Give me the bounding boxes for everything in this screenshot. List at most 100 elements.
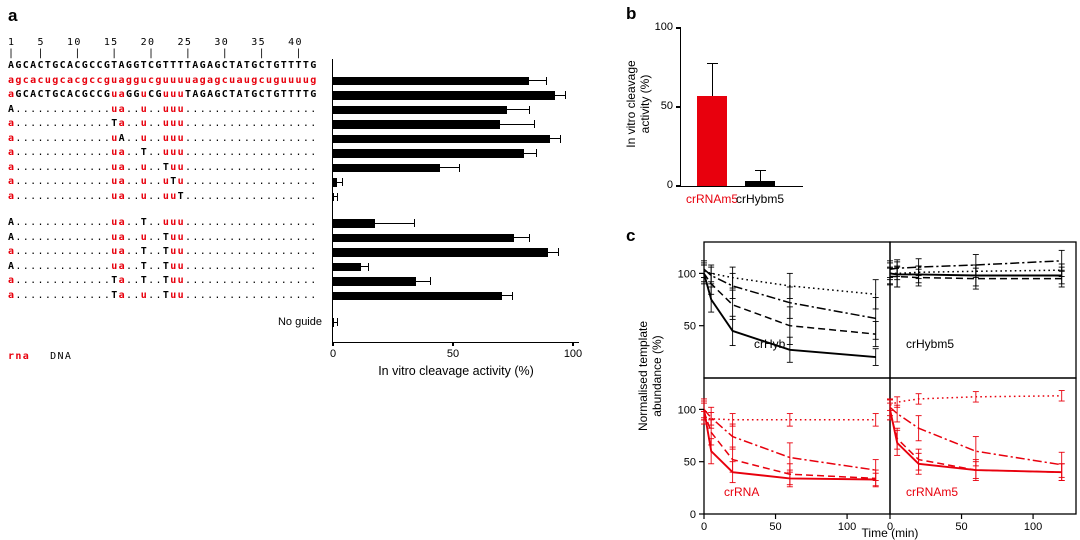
subplot-label: crHyb — [754, 337, 786, 351]
cleavage-activity-bar — [332, 262, 361, 271]
no-guide-row: No guide — [8, 315, 612, 330]
cleavage-activity-bar — [332, 134, 551, 143]
rna-bases: a — [8, 275, 16, 286]
sequence-row: aGCACTGCACGCCGuaGGuCGuuuTAGAGCTATGCTGTTT… — [8, 88, 612, 103]
x-tick-label: 100 — [563, 348, 583, 360]
rna-bases: uu — [170, 231, 185, 243]
bar-track — [332, 146, 612, 161]
rna-bases: ua — [111, 89, 126, 100]
rna-bases: a — [118, 275, 126, 286]
identity-dots: .. — [148, 132, 163, 144]
rna-bases: a — [8, 289, 16, 301]
panel-a-x-axis-label: In vitro cleavage activity (%) — [378, 364, 534, 378]
bar-crHybm5 — [745, 181, 775, 186]
rna-bases: a — [8, 190, 16, 202]
bar-track — [332, 74, 612, 89]
identity-dots: .. — [125, 217, 141, 228]
dna-bases: T — [140, 246, 149, 257]
guide-sequence: A.............ua..u..uuu................… — [8, 103, 332, 118]
rna-bases: uu — [170, 246, 185, 257]
identity-dots: .. — [125, 147, 141, 158]
cleavage-activity-bar — [332, 291, 503, 300]
error-bar — [332, 321, 337, 323]
identity-dots: ............. — [15, 118, 112, 129]
panel-a: a 1 5 10 15 20 25 30 35 40 | | | | | | |… — [8, 6, 612, 436]
sequence-row: A.............ua..u..uuu................… — [8, 103, 612, 118]
bar-track — [332, 132, 612, 147]
guide-sequence: AGCACTGCACGCCGTAGGTCGTTTTAGAGCTATGCTGTTT… — [8, 59, 332, 74]
identity-dots: ............. — [15, 161, 112, 173]
x-tick — [452, 342, 454, 346]
error-bar-cap — [528, 233, 530, 242]
panel-c-y-axis-label: Normalised template abundance (%) — [636, 320, 664, 432]
rna-bases: uu — [170, 275, 185, 286]
error-bar — [711, 62, 713, 96]
dna-bases: CG — [148, 89, 163, 100]
identity-dots: ............. — [15, 231, 112, 243]
sequence-row: A.............ua..T..uuu................… — [8, 216, 612, 231]
identity-dots: ............. — [15, 176, 112, 187]
identity-dots: .. — [125, 103, 141, 115]
series-dashdot — [889, 406, 1062, 466]
series-dotted — [889, 395, 1062, 406]
x-tick-label: 50 — [446, 348, 460, 360]
identity-dots: .................. — [184, 161, 318, 173]
guide-sequence: a.............Ta..u..uuu................… — [8, 117, 332, 132]
sequence-row: a.............Ta..T..Tuu................… — [8, 274, 612, 289]
series-dotted — [703, 270, 876, 296]
identity-dots: .. — [125, 161, 141, 173]
identity-dots: ............. — [15, 260, 112, 272]
dna-bases: T — [111, 289, 119, 301]
error-bar — [492, 295, 512, 297]
bar-label-crHybm5: crHybm5 — [735, 192, 784, 206]
error-bar-cap — [512, 291, 513, 300]
identity-dots: .. — [148, 147, 163, 158]
legend-dna: DNA — [50, 351, 73, 362]
error-bar-cap — [430, 277, 432, 286]
identity-dots: .................. — [184, 260, 318, 272]
rna-bases: u — [140, 132, 149, 144]
bar-track — [332, 161, 612, 176]
rna-bases: uu — [162, 190, 178, 202]
dna-bases: TAGAGCTATGCTGTTTTG — [184, 89, 318, 100]
error-bar-cap — [754, 170, 766, 172]
guide-sequence: a.............Ta..u..Tuu................… — [8, 289, 332, 304]
rna-bases: agcacugcacgccguaggucguuuuagagcuaugcuguuu… — [8, 74, 318, 86]
rna-bases: ua — [111, 246, 126, 257]
rna-bases: u — [140, 89, 149, 100]
x-tick-label: 50 — [955, 521, 967, 533]
error-bar-cap — [528, 105, 530, 114]
series-dashed — [703, 272, 876, 335]
dna-bases: T — [140, 260, 149, 272]
identity-dots: .. — [125, 132, 141, 144]
identity-dots: ............. — [15, 103, 112, 115]
bar-track — [332, 103, 612, 118]
bar-track — [332, 117, 612, 132]
error-bar — [538, 251, 558, 253]
series-dashdot — [703, 408, 876, 471]
rna-bases: a — [8, 161, 16, 173]
identity-dots: .. — [125, 176, 141, 187]
guide-sequence: A.............ua..T..uuu................… — [8, 216, 332, 231]
sequence-row: a.............uA..u..uuu................… — [8, 132, 612, 147]
dna-bases: T — [162, 289, 171, 301]
identity-dots: .................. — [184, 176, 318, 187]
dna-bases: A — [118, 132, 126, 144]
y-tick-label: 0 — [690, 509, 696, 521]
error-bar-cap — [533, 120, 535, 129]
dna-bases: T — [140, 147, 149, 158]
x-tick-label: 50 — [769, 521, 781, 533]
error-bar — [540, 138, 560, 140]
x-tick-label: 0 — [887, 521, 893, 533]
subplot-frame — [889, 377, 1077, 515]
sequence-legend: rna DNA — [8, 346, 72, 364]
rna-bases: u — [140, 190, 149, 202]
rna-bases: ua — [111, 161, 126, 173]
sequence-rows: AGCACTGCACGCCGTAGGTCGTTTTAGAGCTATGCTGTTT… — [8, 59, 612, 330]
error-bar — [353, 266, 368, 268]
bar-track — [332, 245, 612, 260]
identity-dots: .. — [148, 176, 163, 187]
panel-c: c Normalised template abundance (%) crHy… — [622, 226, 1080, 540]
guide-sequence: agcacugcacgccguaggucguuuuagagcuaugcuguuu… — [8, 74, 332, 89]
